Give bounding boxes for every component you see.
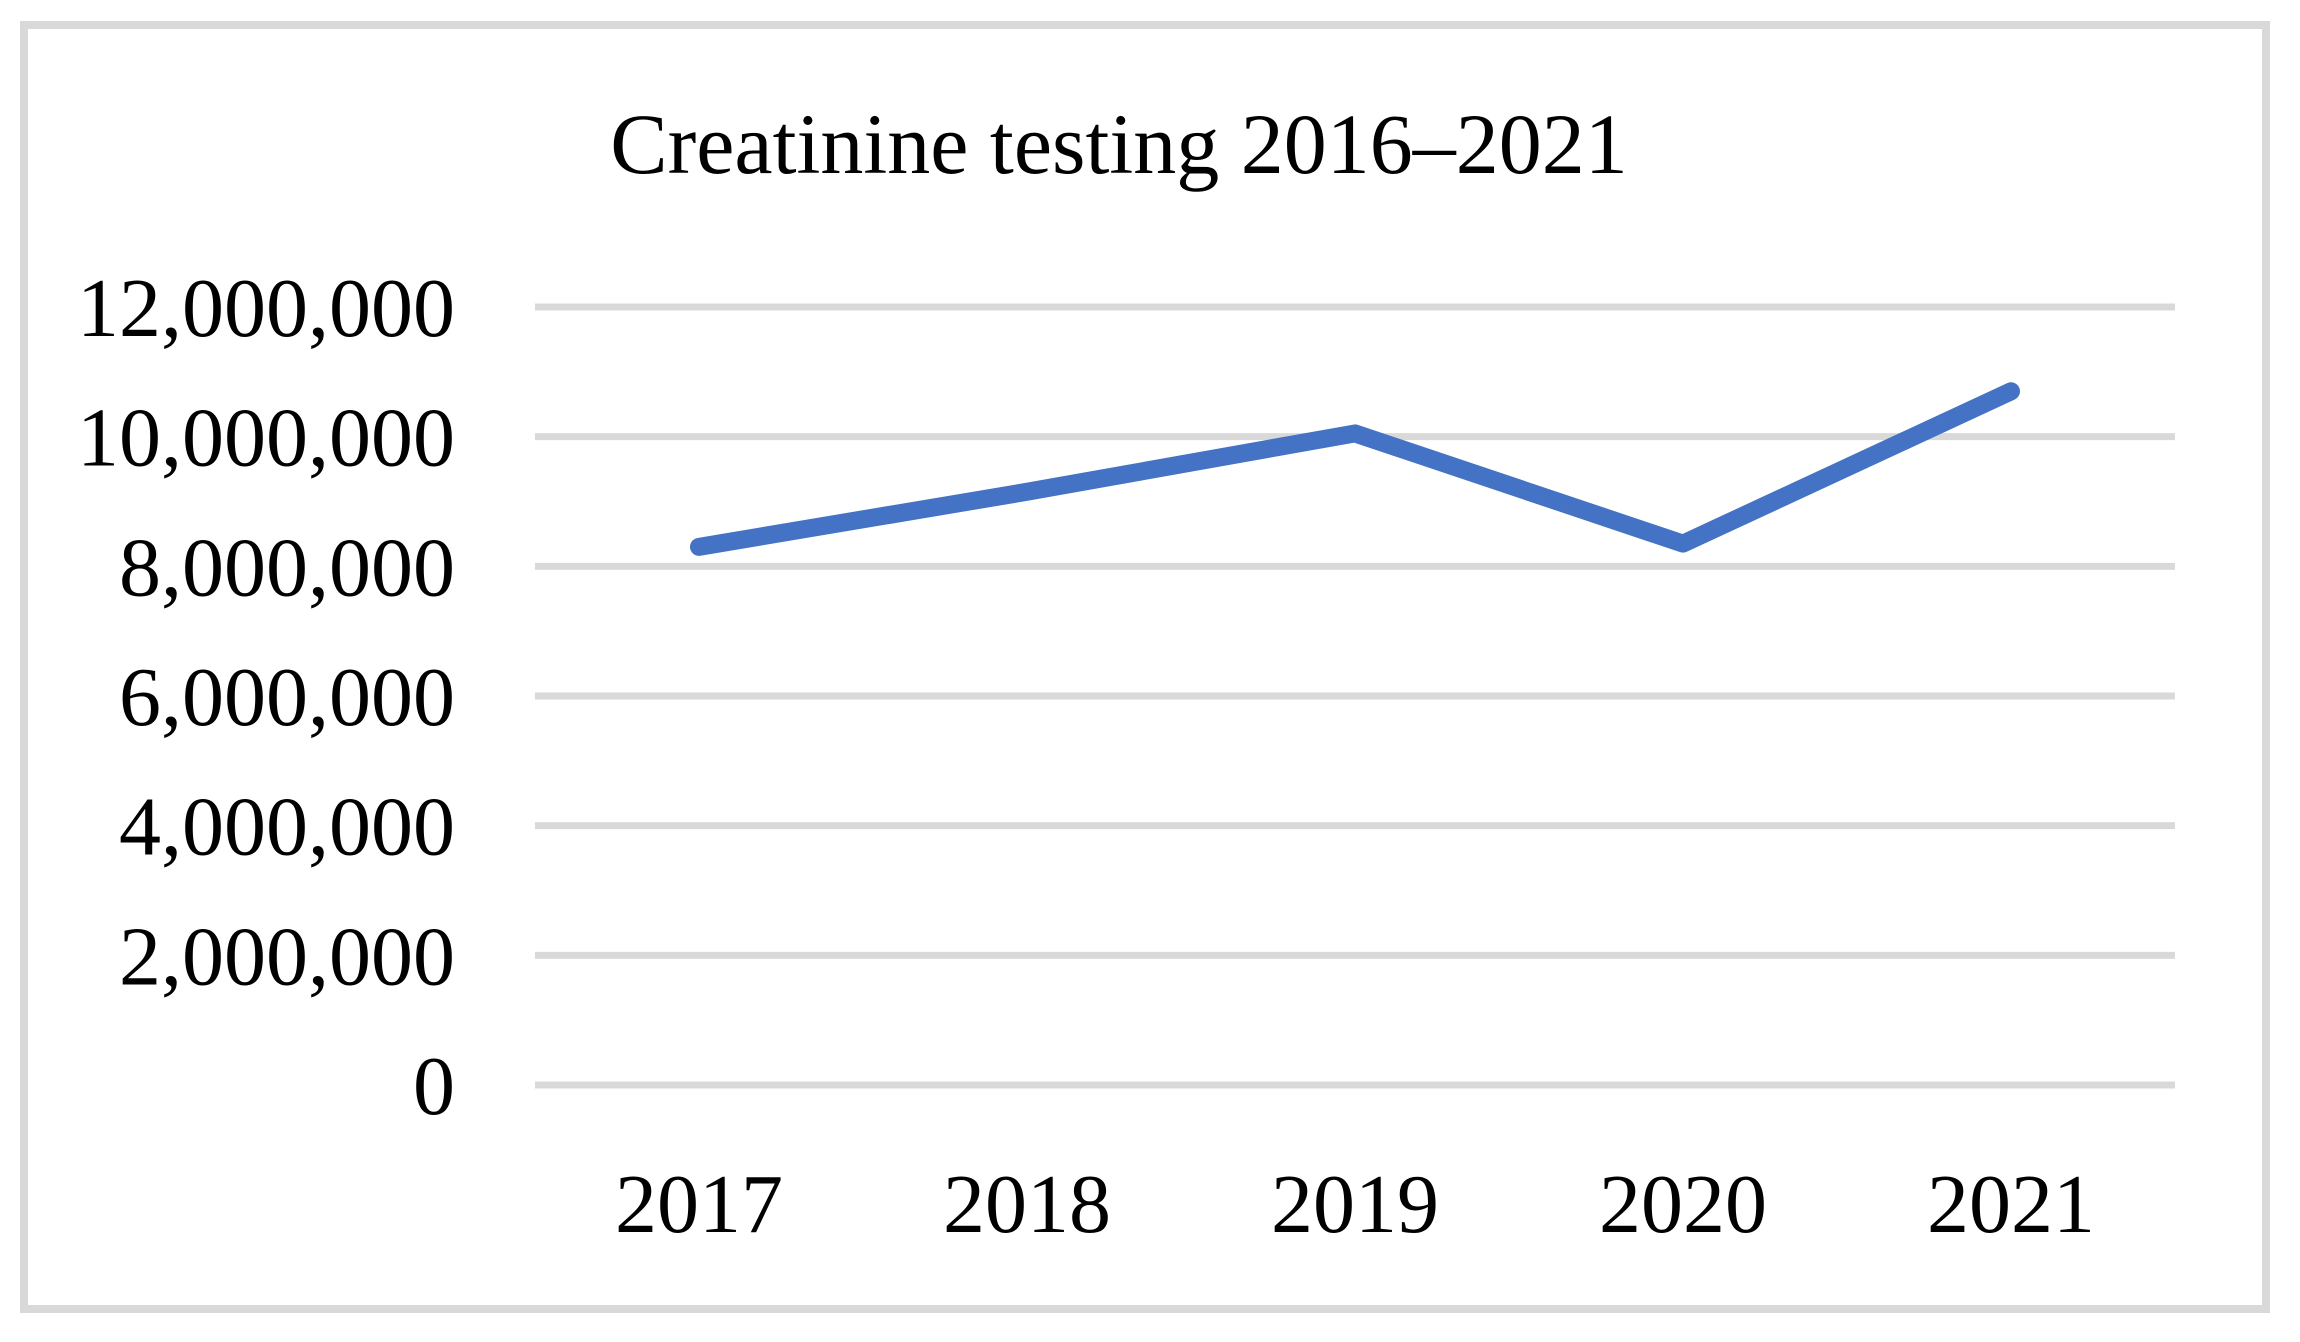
y-tick-label: 6,000,000 [119,651,455,744]
data-series-line [690,382,2020,556]
x-tick-label: 2020 [1599,1158,1767,1251]
chart-title: Creatinine testing 2016–2021 [610,96,1628,192]
x-axis-tick-labels: 2017 2018 2019 2020 2021 [615,1158,2095,1251]
y-tick-label: 12,000,000 [77,262,455,355]
gridlines-group [535,303,2175,1089]
figure-border [20,21,2270,1313]
x-tick-label: 2018 [943,1158,1111,1251]
y-tick-label: 8,000,000 [119,521,455,614]
y-axis-tick-labels: 0 2,000,000 4,000,000 6,000,000 8,000,000 10,… [77,262,455,1133]
y-tick-label: 4,000,000 [119,781,455,874]
x-tick-label: 2019 [1271,1158,1439,1251]
y-tick-label: 2,000,000 [119,910,455,1003]
x-tick-label: 2021 [1927,1158,2095,1251]
y-tick-label: 0 [413,1040,455,1133]
y-tick-label: 10,000,000 [77,392,455,485]
x-tick-label: 2017 [615,1158,783,1251]
